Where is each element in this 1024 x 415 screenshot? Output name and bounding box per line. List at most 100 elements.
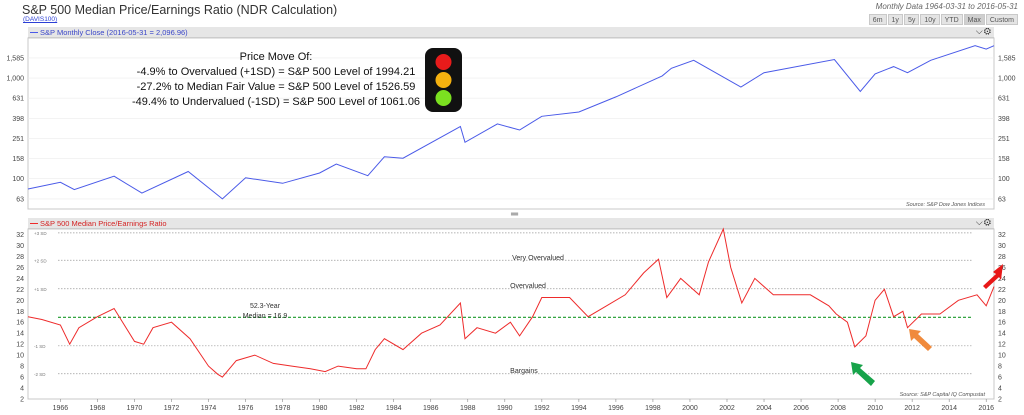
data-range-text: Monthly Data 1964-03-31 to 2016-05-31 [875, 2, 1018, 11]
orange-arrow-icon [909, 329, 932, 351]
bottom-y-tick-right: 10 [998, 353, 1006, 360]
top-y-tick-right: 1,585 [998, 55, 1016, 62]
x-tick-label: 1976 [238, 405, 254, 412]
x-tick-label: 1988 [460, 405, 476, 412]
x-tick-label: 1998 [645, 405, 661, 412]
x-tick-label: 1984 [386, 405, 402, 412]
top-y-tick-right: 1,000 [998, 76, 1016, 83]
bottom-y-tick-left: 16 [16, 320, 24, 327]
bottom-reference-lines [58, 232, 972, 375]
bottom-plot-area [27, 228, 995, 400]
x-tick-label: 2008 [830, 405, 846, 412]
top-y-tick-right: 158 [998, 156, 1010, 163]
top-y-tick-left: 100 [12, 176, 24, 183]
x-tick-label: 1992 [534, 405, 550, 412]
bottom-y-tick-right: 12 [998, 342, 1006, 349]
green-arrow-shape [851, 362, 875, 386]
bottom-y-tick-right: 14 [998, 331, 1006, 338]
x-tick-label: 1990 [497, 405, 513, 412]
top-y-tick-right: 398 [998, 116, 1010, 123]
range-button-ytd[interactable]: YTD [940, 14, 963, 25]
x-tick-label: 1966 [53, 405, 69, 412]
bottom-panel-controls: ⌵⚙ [976, 217, 992, 228]
x-tick-label: 2002 [719, 405, 735, 412]
top-source-text: Source: S&P Dow Jones Indices [906, 202, 985, 208]
sd-label: +1 SD [34, 287, 47, 292]
top-y-tick-left: 398 [12, 116, 24, 123]
top-y-tick-left: 1,585 [6, 55, 24, 62]
bottom-y-tick-left: 4 [20, 386, 24, 393]
x-tick-label: 2014 [941, 405, 957, 412]
x-tick-label: 1986 [423, 405, 439, 412]
bottom-y-tick-left: 32 [16, 232, 24, 239]
x-tick-label: 1978 [275, 405, 291, 412]
range-button-1y[interactable]: 1y [887, 14, 903, 25]
annotation-line-median: -27.2% to Median Fair Value = S&P 500 Le… [137, 81, 416, 93]
chevron-down-icon[interactable]: ⌵ [975, 217, 984, 227]
bottom-y-tick-left: 20 [16, 298, 24, 305]
bottom-source-text: Source: S&P Capital IQ Compustat [900, 392, 986, 398]
panel-splitter-handle[interactable]: ═ [511, 209, 519, 220]
gear-icon[interactable]: ⚙ [983, 26, 992, 36]
pe-series-line [27, 227, 995, 378]
bottom-y-tick-right: 28 [998, 254, 1006, 261]
label-bargains: Bargains [510, 368, 538, 375]
top-y-tick-left: 158 [12, 156, 24, 163]
chevron-down-icon[interactable]: ⌵ [975, 26, 984, 36]
traffic-light-red-lamp [435, 54, 452, 70]
top-y-tick-right: 63 [998, 196, 1006, 203]
x-tick-label: 1980 [312, 405, 328, 412]
gear-icon[interactable]: ⚙ [983, 217, 992, 227]
x-tick-label: 1996 [608, 405, 624, 412]
x-tick-label: 1968 [90, 405, 106, 412]
bottom-y-tick-right: 22 [998, 287, 1006, 294]
bottom-y-tick-right: 18 [998, 309, 1006, 316]
label-very-overvalued: Very Overvalued [512, 255, 564, 262]
bottom-y-tick-left: 10 [16, 353, 24, 360]
green-arrow-icon [851, 362, 875, 386]
range-button-10y[interactable]: 10y [920, 14, 940, 25]
page-title: S&P 500 Median Price/Earnings Ratio (NDR… [22, 3, 338, 17]
top-y-tick-left: 631 [12, 96, 24, 103]
x-axis: 1966 1968 1970 1972 1974 1976 1978 1980 1982 1984… [53, 399, 994, 412]
bottom-y-tick-left: 22 [16, 287, 24, 294]
range-button-custom[interactable]: Custom [985, 14, 1018, 25]
x-tick-label: 2012 [904, 405, 920, 412]
range-selector: 6m 1y 5y 10y YTD Max Custom [868, 14, 1018, 25]
x-tick-label: 1974 [201, 405, 217, 412]
price-legend-swatch [30, 32, 38, 33]
top-y-tick-right: 251 [998, 136, 1010, 143]
label-overvalued: Overvalued [510, 283, 546, 290]
top-y-axis: 1,585 1,585 1,000 1,000 631 631 398 398 251 251 15… [6, 55, 1015, 203]
bottom-y-tick-left: 6 [20, 375, 24, 382]
bottom-y-tick-left: 8 [20, 364, 24, 371]
bottom-y-tick-left: 28 [16, 254, 24, 261]
orange-arrow-shape [909, 329, 932, 351]
range-button-max[interactable]: Max [963, 14, 985, 25]
pe-legend: S&P 500 Median Price/Earnings Ratio [40, 219, 167, 228]
ticker-link[interactable]: (DAVIS100) [23, 16, 58, 23]
top-y-tick-left: 251 [12, 136, 24, 143]
bottom-y-tick-left: 12 [16, 342, 24, 349]
bottom-y-tick-right: 6 [998, 375, 1002, 382]
x-tick-label: 2016 [978, 405, 994, 412]
top-plot-area [27, 37, 995, 210]
bottom-y-tick-right: 4 [998, 386, 1002, 393]
sd-label: +3 SD [34, 231, 47, 236]
bottom-y-tick-right: 20 [998, 298, 1006, 305]
range-button-5y[interactable]: 5y [903, 14, 920, 25]
bottom-y-tick-left: 30 [16, 243, 24, 250]
bottom-y-tick-left: 24 [16, 276, 24, 283]
traffic-light-green-lamp [435, 90, 452, 106]
x-tick-label: 2006 [793, 405, 809, 412]
pe-legend-swatch [30, 223, 38, 224]
x-tick-label: 1994 [571, 405, 587, 412]
range-button-6m[interactable]: 6m [868, 14, 887, 25]
bottom-y-tick-right: 30 [998, 243, 1006, 250]
red-arrow-icon [983, 264, 1003, 289]
sd-label: -1 SD [34, 344, 46, 349]
bottom-y-tick-left: 26 [16, 265, 24, 272]
bottom-y-tick-right: 32 [998, 232, 1006, 239]
